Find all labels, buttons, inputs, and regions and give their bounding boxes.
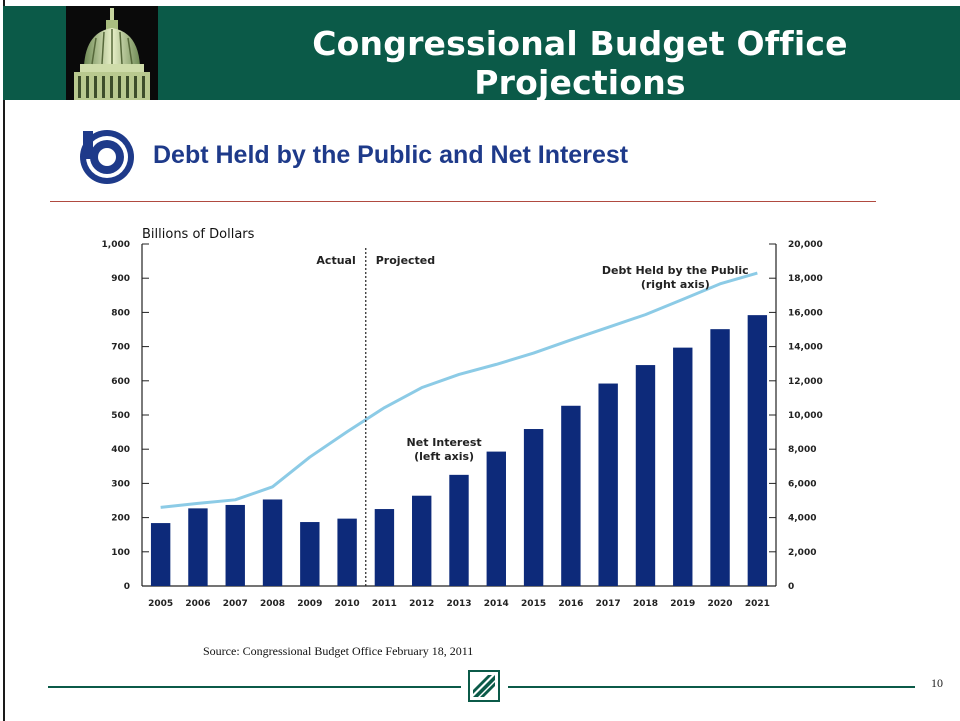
x-tick-label: 2007 [223, 599, 248, 609]
bar-2014 [486, 451, 506, 586]
bar-2012 [412, 495, 432, 586]
left-tick-label: 800 [111, 308, 130, 318]
x-tick-label: 2015 [521, 599, 546, 609]
slide-title: Congressional Budget Office Projections [312, 24, 848, 102]
bar-2005 [150, 523, 171, 586]
left-tick-label: 400 [111, 445, 130, 455]
debt-series-axis-note: (right axis) [641, 278, 710, 291]
debt-interest-chart: Billions of Dollars 0 100 200 300 400 500 600 7… [102, 227, 823, 609]
projected-label: Projected [376, 254, 435, 267]
bar-2020 [710, 329, 730, 586]
left-tick-label: 200 [111, 514, 130, 524]
x-tick-label: 2021 [745, 599, 770, 609]
y-axis-label: Billions of Dollars [142, 227, 255, 242]
source-note: Source: Congressional Budget Office Febr… [203, 644, 474, 658]
right-tick-label: 16,000 [788, 308, 823, 318]
actual-label: Actual [316, 254, 355, 267]
cbo-logo-icon [80, 130, 134, 184]
left-tick-label: 500 [111, 411, 130, 421]
right-tick-label: 6,000 [788, 479, 816, 489]
right-tick-label: 14,000 [788, 343, 823, 353]
x-tick-label: 2010 [335, 599, 360, 609]
bar-2006 [188, 508, 208, 586]
bar-2016 [561, 405, 581, 586]
bar-2019 [673, 347, 693, 586]
x-tick-label: 2020 [708, 599, 733, 609]
bar-2021 [747, 315, 768, 586]
x-tick-label: 2005 [148, 599, 173, 609]
title-divider [50, 201, 876, 202]
right-tick-label: 2,000 [788, 548, 816, 558]
bar-2015 [523, 429, 544, 586]
bar-2010 [337, 518, 357, 586]
net-interest-bars [150, 315, 768, 586]
x-tick-label: 2009 [297, 599, 322, 609]
debt-series-label: Debt Held by the Public [602, 264, 749, 277]
x-tick-label: 2006 [185, 599, 210, 609]
header-bar [3, 6, 960, 100]
left-tick-label: 300 [111, 479, 130, 489]
right-tick-label: 4,000 [788, 514, 816, 524]
left-tick-label: 0 [124, 582, 130, 592]
chart-title: Debt Held by the Public and Net Interest [153, 141, 629, 169]
right-tick-label: 8,000 [788, 445, 816, 455]
x-tick-label: 2008 [260, 599, 285, 609]
left-tick-label: 900 [111, 274, 130, 284]
x-tick-label: 2016 [558, 599, 583, 609]
right-tick-label: 18,000 [788, 274, 823, 284]
right-tick-label: 20,000 [788, 240, 823, 250]
capitol-dome-icon [66, 6, 158, 100]
frame-left-border [3, 0, 5, 721]
left-tick-label: 1,000 [102, 240, 130, 250]
bar-2009 [300, 522, 320, 586]
left-axis-ticks: 0 100 200 300 400 500 600 700 800 900 1,000 [102, 240, 149, 592]
x-tick-label: 2017 [596, 599, 621, 609]
debt-line-series [160, 271, 758, 509]
right-tick-label: 10,000 [788, 411, 823, 421]
left-tick-label: 100 [111, 548, 130, 558]
footer-logo-icon [468, 670, 500, 702]
footer-line-right [508, 686, 915, 688]
x-tick-label: 2014 [484, 599, 509, 609]
bar-2008 [262, 499, 283, 586]
footer-line-left [48, 686, 461, 688]
left-tick-label: 700 [111, 343, 130, 353]
right-tick-label: 0 [788, 582, 794, 592]
interest-series-label: Net Interest [407, 436, 482, 449]
bar-2013 [449, 474, 469, 586]
interest-series-axis-note: (left axis) [414, 450, 474, 463]
x-tick-label: 2019 [670, 599, 695, 609]
bar-2018 [635, 365, 656, 586]
x-axis-ticks: 2005 2006 2007 2008 2009 2010 2011 2012 2013 2014… [148, 599, 770, 609]
bar-2017 [598, 383, 618, 586]
x-tick-label: 2011 [372, 599, 397, 609]
left-tick-label: 600 [111, 377, 130, 387]
bar-2011 [374, 509, 395, 586]
bar-2007 [225, 504, 245, 586]
debt-held-line [160, 271, 758, 509]
x-tick-label: 2013 [446, 599, 471, 609]
page-number: 10 [931, 676, 943, 690]
right-axis-ticks: 0 2,000 4,000 6,000 8,000 10,000 12,000 14,000 1… [769, 240, 823, 592]
right-tick-label: 12,000 [788, 377, 823, 387]
x-tick-label: 2012 [409, 599, 434, 609]
x-tick-label: 2018 [633, 599, 658, 609]
